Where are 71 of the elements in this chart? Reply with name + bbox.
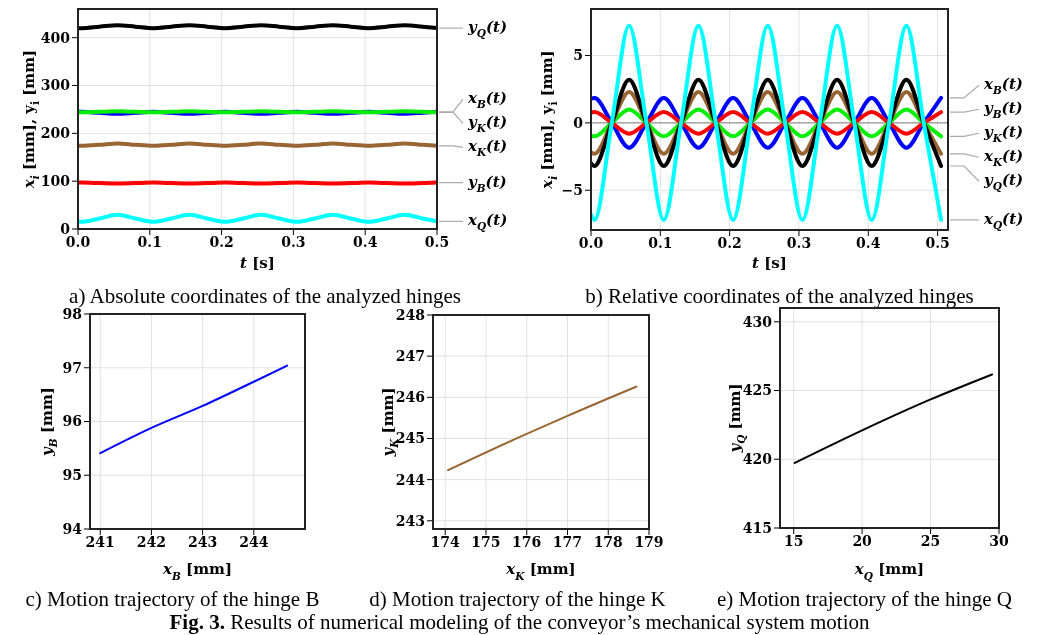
text: x$_{K}$(t) (467, 137, 508, 159)
x-tick-label: 176 (512, 533, 542, 550)
line-series (78, 212, 437, 224)
line-series (793, 373, 994, 464)
y-tick-label: 300 (40, 77, 71, 94)
y-tick-label: 94 (62, 520, 83, 537)
x-tick-label: 30 (989, 532, 1009, 549)
y-tick-label: −5 (561, 182, 583, 199)
text: e) Motion trajectory of the hinge Q (715, 587, 1014, 611)
text: x$_{Q}$(t) (467, 211, 508, 233)
x-tick-label: 0.3 (281, 233, 306, 250)
x-tick-label: 177 (552, 533, 583, 550)
line-series (447, 385, 638, 472)
x-tick-label: 0.5 (424, 233, 450, 250)
y-tick-label: 430 (742, 313, 773, 330)
x-tick-label: 0.3 (786, 234, 812, 251)
y-tick-label: 246 (395, 389, 425, 406)
y-tick-label: 244 (395, 471, 426, 488)
text: y$_{K}$(t) (983, 123, 1023, 145)
y-tick-label: 247 (395, 348, 425, 365)
x-axis-title: t [s] (752, 254, 787, 272)
text: x$_{Q}$(t) (983, 209, 1024, 231)
y-tick-label: 5 (573, 47, 583, 64)
x-axis-title: x$_{Q}$ [mm] (853, 560, 925, 582)
x-tick-label: 178 (593, 533, 623, 550)
x-axis-title: t [s] (240, 254, 275, 272)
line-series (99, 364, 289, 455)
y-tick-label: 420 (742, 451, 773, 468)
text: y$_{B}$(t) (983, 99, 1023, 121)
y-tick-label: 415 (742, 519, 772, 536)
annotation: b) Relative coordinates of the analyzed hinges (584, 284, 975, 308)
text: x$_{B}$(t) (467, 89, 507, 111)
x-tick-label: 0.2 (717, 234, 742, 251)
text: y$_{K}$(t) (467, 113, 507, 135)
x-tick-label: 0.1 (137, 233, 162, 250)
text: c) Motion trajectory of the hinge B (24, 587, 321, 611)
y-tick-label: 243 (395, 512, 425, 529)
y-tick-label: 97 (62, 359, 82, 376)
x-axis-title: x$_{K}$ [mm] (505, 560, 576, 582)
y-tick-label: 200 (40, 125, 71, 142)
x-tick-label: 0.4 (856, 234, 881, 251)
x-tick-label: 242 (136, 533, 167, 550)
y-tick-label: 400 (40, 29, 71, 46)
text: x$_{B}$(t) (983, 75, 1023, 97)
text: y$_{Q}$(t) (467, 18, 507, 40)
x-tick-label: 244 (239, 533, 269, 550)
x-tick-label: 25 (920, 532, 941, 549)
x-axis-title: x$_{B}$ [mm] (162, 560, 232, 582)
y-tick-label: 100 (40, 173, 71, 190)
x-tick-label: 0.4 (353, 233, 378, 250)
text: a) Absolute coordinates of the analyzed hinges (68, 284, 462, 308)
x-tick-label: 20 (852, 532, 873, 549)
y-tick-label: 0 (573, 114, 584, 131)
y-tick-label: 95 (62, 467, 82, 484)
x-tick-label: 175 (471, 533, 501, 550)
text: y$_{Q}$(t) (983, 171, 1023, 193)
x-tick-label: 0.2 (209, 233, 234, 250)
caption: Fig. 3. Results of numerical modeling of the conveyor’s mechanical system motion (169, 610, 870, 634)
x-tick-label: 0.5 (925, 234, 950, 251)
y-tick-label: 96 (62, 413, 82, 430)
x-tick-label: 0.1 (648, 234, 673, 251)
text: x$_{K}$(t) (983, 147, 1024, 169)
x-tick-label: 15 (783, 532, 804, 549)
x-tick-label: 243 (188, 533, 218, 550)
x-tick-label: 174 (430, 533, 461, 550)
x-tick-label: 241 (85, 533, 115, 550)
x-tick-label: 0.0 (578, 234, 604, 251)
y-tick-label: 248 (395, 306, 425, 323)
x-tick-label: 179 (634, 533, 664, 550)
text: y$_{B}$(t) (467, 172, 507, 194)
text: d) Motion trajectory of the hinge K (368, 587, 667, 611)
